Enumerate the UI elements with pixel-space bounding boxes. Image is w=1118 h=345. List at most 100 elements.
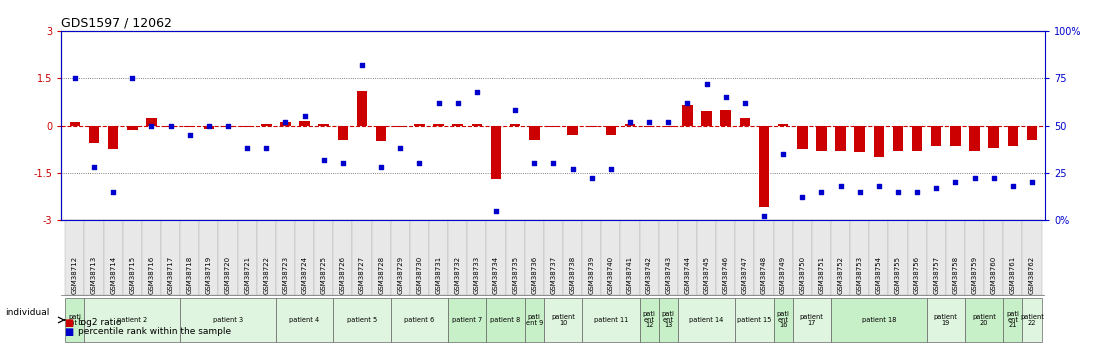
Bar (472, 124, 482, 126)
Text: GSM38714: GSM38714 (111, 256, 116, 294)
Point (181, 132, 199, 138)
Bar (793, 298, 831, 342)
Point (851, 189, 869, 195)
Text: GDS1597 / 12062: GDS1597 / 12062 (61, 17, 172, 30)
Text: GSM38718: GSM38718 (187, 256, 192, 294)
Text: GSM38753: GSM38753 (856, 256, 863, 294)
Bar (850, 220, 869, 295)
Text: GSM38738: GSM38738 (569, 256, 576, 294)
Text: GSM38762: GSM38762 (1029, 256, 1035, 294)
Bar (831, 298, 927, 342)
Bar (587, 126, 597, 127)
Point (334, 160, 352, 166)
Text: GSM38761: GSM38761 (1010, 256, 1016, 294)
Bar (395, 126, 406, 127)
Bar (582, 298, 639, 342)
Bar (697, 220, 717, 295)
Bar (161, 220, 180, 295)
Bar (510, 124, 520, 126)
Point (295, 114, 313, 119)
Bar (835, 126, 846, 151)
Bar (333, 298, 390, 342)
Bar (199, 220, 218, 295)
Point (1004, 183, 1022, 189)
Text: GSM38751: GSM38751 (818, 256, 824, 294)
Bar (448, 298, 486, 342)
Bar (505, 220, 524, 295)
Bar (984, 220, 1003, 295)
Bar (678, 298, 736, 342)
Bar (434, 124, 444, 126)
Point (601, 166, 619, 172)
Bar (717, 220, 736, 295)
Point (123, 76, 141, 81)
Bar (946, 220, 965, 295)
Text: GSM38747: GSM38747 (742, 256, 748, 294)
Text: GSM38752: GSM38752 (837, 256, 843, 294)
Bar (755, 220, 774, 295)
Bar (491, 126, 501, 179)
Text: patient 6: patient 6 (405, 317, 435, 323)
Bar (524, 220, 543, 295)
Bar (931, 126, 941, 146)
Text: pati
ent
21: pati ent 21 (1006, 312, 1020, 328)
Bar (927, 220, 946, 295)
Bar (410, 220, 429, 295)
Text: GSM38735: GSM38735 (512, 256, 518, 294)
Text: GSM38744: GSM38744 (684, 256, 691, 294)
Bar (969, 126, 979, 151)
Bar (414, 124, 425, 126)
Text: GSM38732: GSM38732 (455, 256, 461, 294)
Point (315, 157, 333, 162)
Text: percentile rank within the sample: percentile rank within the sample (78, 327, 231, 336)
Bar (127, 126, 138, 130)
Text: GSM38712: GSM38712 (72, 256, 78, 294)
Text: GSM38757: GSM38757 (934, 256, 939, 294)
Bar (104, 220, 123, 295)
Bar (736, 298, 774, 342)
Bar (1007, 126, 1018, 146)
Bar (390, 220, 410, 295)
Bar (739, 118, 750, 126)
Point (525, 160, 543, 166)
Bar (314, 220, 333, 295)
Bar (543, 220, 563, 295)
Bar (65, 298, 85, 342)
Bar (563, 220, 582, 295)
Text: GSM38755: GSM38755 (894, 256, 901, 294)
Text: GSM38720: GSM38720 (225, 256, 231, 294)
Point (506, 108, 524, 113)
Text: GSM38736: GSM38736 (531, 256, 538, 294)
Text: patient 3: patient 3 (212, 317, 243, 323)
Text: GSM38729: GSM38729 (397, 256, 404, 294)
Text: patient 15: patient 15 (737, 317, 771, 323)
Bar (123, 220, 142, 295)
Text: GSM38721: GSM38721 (244, 256, 250, 294)
Text: GSM38742: GSM38742 (646, 256, 652, 294)
Text: patient 2: patient 2 (117, 317, 148, 323)
Text: GSM38741: GSM38741 (627, 256, 633, 294)
Text: GSM38748: GSM38748 (761, 256, 767, 294)
Point (660, 119, 678, 125)
Bar (812, 220, 831, 295)
Point (448, 100, 466, 106)
Point (66, 76, 84, 81)
Bar (142, 220, 161, 295)
Point (985, 176, 1003, 181)
Bar (429, 220, 448, 295)
Point (544, 160, 562, 166)
Text: GSM38723: GSM38723 (283, 256, 288, 294)
Text: ■: ■ (64, 318, 73, 327)
Point (200, 123, 218, 128)
Bar (639, 298, 659, 342)
Text: GSM38750: GSM38750 (799, 256, 805, 294)
Bar (720, 110, 731, 126)
Bar (218, 220, 238, 295)
Bar (606, 126, 616, 135)
Text: ■: ■ (64, 327, 73, 337)
Point (717, 95, 735, 100)
Bar (912, 126, 922, 151)
Bar (448, 220, 467, 295)
Text: GSM38731: GSM38731 (436, 256, 442, 294)
Bar (108, 126, 119, 149)
